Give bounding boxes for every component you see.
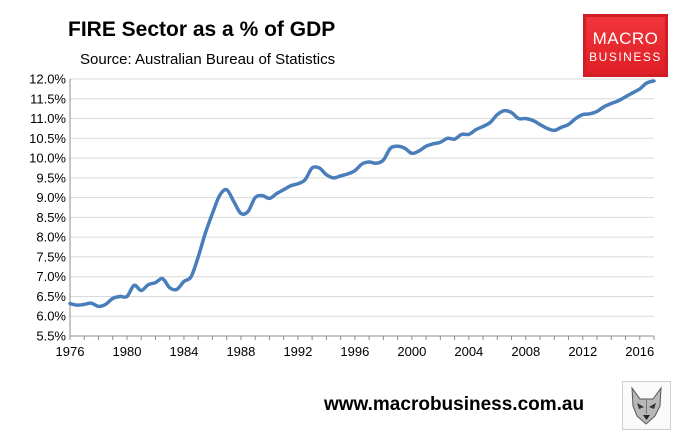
y-tick-label: 6.5% — [36, 289, 66, 304]
x-tick-label: 1976 — [56, 344, 85, 359]
x-tick-label: 2000 — [397, 344, 426, 359]
chart-axes — [69, 79, 655, 340]
x-tick-label: 2012 — [568, 344, 597, 359]
logo-line-1: MACRO — [592, 29, 659, 48]
y-tick-label: 9.0% — [36, 190, 66, 205]
x-tick-label: 1984 — [169, 344, 198, 359]
x-tick-label: 1996 — [340, 344, 369, 359]
y-tick-labels: 5.5% 6.0% 6.5% 7.0% 7.5% 8.0% 8.5% 9.0% 9.5% 10.0… — [29, 72, 66, 344]
y-tick-label: 8.0% — [36, 230, 66, 245]
logo-line-2: BUSINESS — [589, 50, 662, 64]
y-tick-label: 7.0% — [36, 269, 66, 284]
website-url[interactable]: www.macrobusiness.com.au — [324, 394, 585, 415]
series-line — [68, 79, 656, 309]
y-tick-label: 10.5% — [29, 131, 66, 146]
y-tick-label: 9.5% — [36, 170, 66, 185]
y-tick-label: 8.5% — [36, 210, 66, 225]
y-tick-label: 6.0% — [36, 309, 66, 324]
series-layer — [68, 79, 656, 309]
y-tick-label: 11.0% — [30, 111, 66, 126]
x-tick-labels: 1976 1980 1984 1988 1992 1996 2000 2004 2008 2012… — [56, 344, 655, 359]
page-title: FIRE Sector as a % of GDP — [68, 18, 336, 41]
y-tick-label: 5.5% — [36, 329, 66, 344]
x-tick-label: 2004 — [454, 344, 483, 359]
y-gridlines — [70, 78, 654, 337]
x-tick-label: 2016 — [625, 344, 654, 359]
macro-business-logo[interactable]: MACRO BUSINESS — [583, 14, 668, 77]
y-tick-label: 11.5% — [30, 91, 66, 106]
x-tick-label: 1992 — [283, 344, 312, 359]
chart-subtitle: Source: Australian Bureau of Statistics — [80, 51, 336, 68]
y-tick-label: 12.0% — [29, 72, 66, 87]
x-tick-label: 1980 — [113, 344, 142, 359]
y-tick-label: 7.5% — [36, 249, 66, 264]
x-tick-label: 1988 — [226, 344, 255, 359]
wolf-head-icon — [622, 381, 671, 430]
y-tick-label: 10.0% — [29, 151, 66, 166]
x-tick-label: 2008 — [511, 344, 540, 359]
